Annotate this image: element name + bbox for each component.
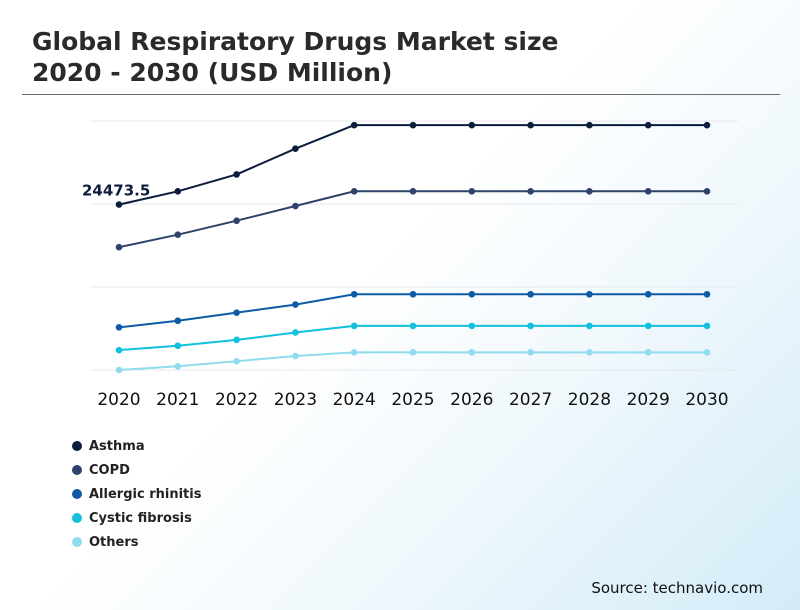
data-point-2-5 bbox=[409, 290, 417, 298]
data-point-2-1 bbox=[174, 317, 182, 325]
data-point-4-2 bbox=[233, 357, 240, 365]
data-point-1-4 bbox=[350, 188, 358, 195]
data-point-0-5 bbox=[409, 121, 417, 129]
legend-swatch-1 bbox=[72, 465, 82, 475]
line-chart: 2020 2021 2022 2023 2024 2025 2026 2027 2028 2029… bbox=[82, 120, 738, 410]
data-point-1-6 bbox=[468, 188, 476, 195]
data-point-4-5 bbox=[409, 349, 417, 356]
data-point-4-3 bbox=[292, 352, 299, 360]
legend-label-2: Allergic rhinitis bbox=[89, 486, 202, 502]
data-point-1-3 bbox=[292, 202, 299, 210]
data-point-3-1 bbox=[174, 342, 182, 350]
legend-label-3: Cystic fibrosis bbox=[89, 510, 192, 526]
data-point-2-6 bbox=[468, 290, 476, 298]
data-point-3-2 bbox=[233, 336, 240, 344]
data-point-0-2 bbox=[233, 171, 240, 178]
data-point-3-4 bbox=[350, 322, 358, 330]
x-tick-label-8: 2028 bbox=[568, 390, 611, 410]
data-point-0-7 bbox=[527, 121, 534, 129]
data-point-1-5 bbox=[409, 188, 417, 195]
data-point-4-1 bbox=[174, 363, 182, 370]
legend-label-0: Asthma bbox=[89, 438, 145, 454]
legend-label-4: Others bbox=[89, 534, 139, 550]
data-point-4-8 bbox=[586, 349, 593, 356]
data-point-1-10 bbox=[703, 188, 711, 195]
data-point-4-6 bbox=[468, 349, 476, 356]
data-point-3-7 bbox=[527, 322, 534, 330]
data-point-2-8 bbox=[586, 290, 593, 298]
data-point-4-0 bbox=[115, 366, 123, 374]
legend-item-4: Others bbox=[72, 530, 201, 554]
data-point-0-8 bbox=[586, 121, 593, 129]
data-point-0-1 bbox=[174, 188, 182, 195]
data-point-3-3 bbox=[292, 329, 299, 336]
data-point-1-1 bbox=[174, 231, 182, 239]
x-tick-label-4: 2024 bbox=[333, 390, 376, 410]
data-point-3-5 bbox=[409, 322, 417, 330]
legend-swatch-0 bbox=[72, 441, 82, 451]
data-label-annotation: 24473.5 bbox=[82, 182, 150, 200]
legend-item-3: Cystic fibrosis bbox=[72, 506, 201, 530]
data-point-3-8 bbox=[586, 322, 593, 330]
data-point-3-9 bbox=[644, 322, 652, 330]
data-point-2-7 bbox=[527, 290, 534, 298]
data-point-4-4 bbox=[350, 349, 358, 356]
data-point-2-2 bbox=[233, 309, 240, 316]
data-point-1-2 bbox=[233, 217, 240, 225]
data-point-0-6 bbox=[468, 121, 476, 129]
legend-swatch-4 bbox=[72, 537, 82, 547]
data-point-4-10 bbox=[703, 349, 711, 356]
legend-item-1: COPD bbox=[72, 458, 201, 482]
legend-item-2: Allergic rhinitis bbox=[72, 482, 201, 506]
data-point-3-0 bbox=[115, 346, 123, 354]
data-point-3-6 bbox=[468, 322, 476, 330]
data-point-2-0 bbox=[115, 324, 123, 331]
chart-legend: Asthma COPD Allergic rhinitis Cystic fibros… bbox=[72, 434, 201, 554]
data-point-4-7 bbox=[527, 349, 534, 356]
x-tick-label-6: 2026 bbox=[450, 390, 493, 410]
x-tick-label-2: 2022 bbox=[215, 390, 258, 410]
title-divider bbox=[22, 94, 780, 95]
data-point-4-9 bbox=[644, 349, 652, 356]
series-line-2 bbox=[118, 293, 707, 329]
x-tick-label-0: 2020 bbox=[97, 390, 140, 410]
data-point-0-10 bbox=[703, 121, 711, 129]
data-point-2-9 bbox=[644, 290, 652, 298]
data-point-1-0 bbox=[115, 243, 123, 251]
data-point-3-10 bbox=[703, 322, 711, 330]
legend-label-1: COPD bbox=[89, 462, 130, 478]
source-credit: Source: technavio.com bbox=[591, 579, 763, 597]
x-tick-label-10: 2030 bbox=[685, 390, 728, 410]
data-point-0-4 bbox=[350, 121, 358, 129]
data-point-0-9 bbox=[644, 121, 652, 129]
legend-item-0: Asthma bbox=[72, 434, 201, 458]
chart-title: Global Respiratory Drugs Market size 202… bbox=[32, 26, 558, 88]
x-tick-label-3: 2023 bbox=[274, 390, 317, 410]
x-tick-label-1: 2021 bbox=[156, 390, 199, 410]
chart-title-line1: Global Respiratory Drugs Market size bbox=[32, 27, 559, 56]
x-tick-label-9: 2029 bbox=[627, 390, 670, 410]
data-point-2-4 bbox=[350, 290, 358, 298]
data-point-1-7 bbox=[527, 188, 534, 195]
data-point-0-0 bbox=[115, 201, 123, 208]
x-tick-label-7: 2027 bbox=[509, 390, 552, 410]
data-point-1-8 bbox=[586, 188, 593, 195]
data-point-2-10 bbox=[703, 290, 711, 298]
legend-swatch-2 bbox=[72, 489, 82, 499]
data-point-0-3 bbox=[292, 145, 299, 152]
series-line-1 bbox=[118, 190, 707, 249]
chart-title-line2: 2020 - 2030 (USD Million) bbox=[32, 58, 393, 87]
legend-swatch-3 bbox=[72, 513, 82, 523]
series-line-3 bbox=[118, 324, 707, 352]
data-point-1-9 bbox=[644, 188, 652, 195]
x-tick-label-5: 2025 bbox=[391, 390, 434, 410]
data-point-2-3 bbox=[292, 301, 299, 308]
